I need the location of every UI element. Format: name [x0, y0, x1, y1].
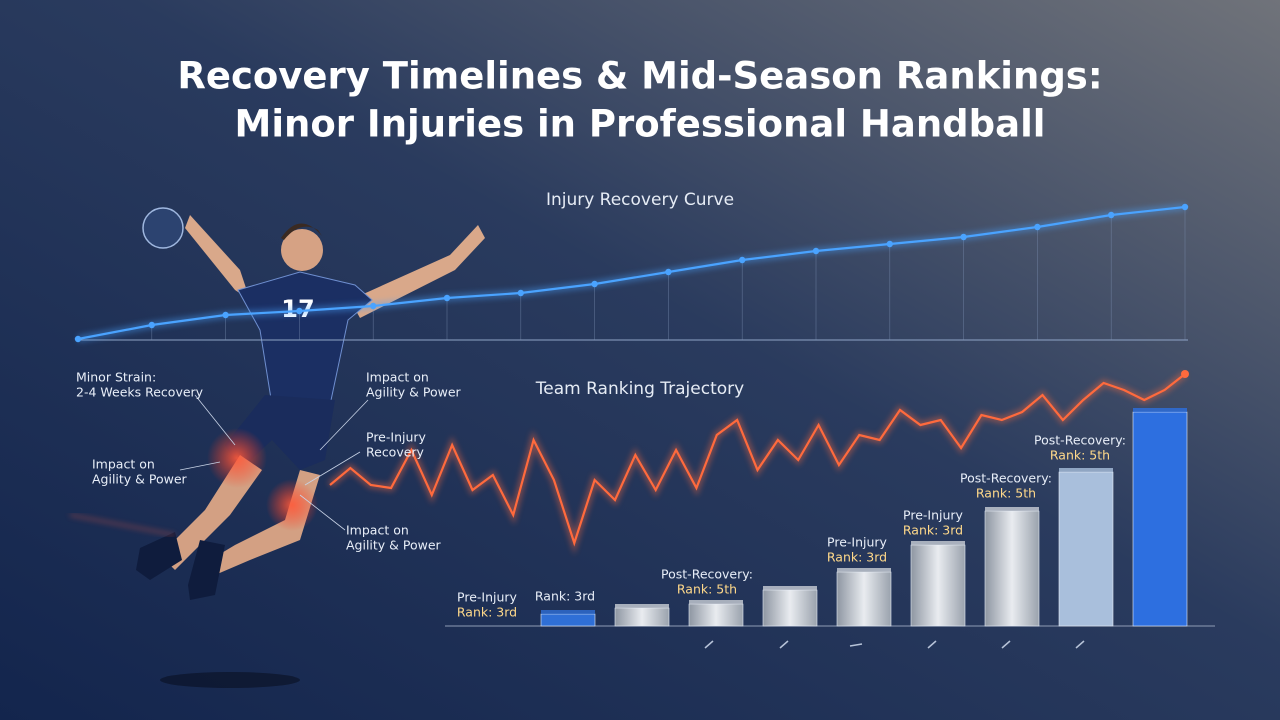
bar-top: [911, 541, 965, 545]
title-line: Minor Injuries in Professional Handball: [235, 103, 1046, 146]
injury-note: Agility & Power: [366, 385, 462, 400]
line: [77, 205, 1186, 341]
injury-note: Impact on: [346, 523, 409, 538]
bar-label: Rank: 5th: [976, 486, 1036, 501]
bar: [1058, 471, 1114, 627]
point: [960, 233, 967, 241]
bar-top: [1059, 468, 1113, 472]
point: [739, 256, 746, 264]
chart-title: Injury Recovery Curve: [546, 190, 734, 210]
bar-top: [837, 568, 891, 572]
point: [370, 302, 377, 310]
point: [1181, 370, 1189, 378]
bar-top: [541, 610, 595, 614]
point: [148, 321, 155, 329]
bar: [1132, 411, 1188, 627]
bar-label: Rank: 3rd: [457, 605, 517, 620]
bar: [984, 510, 1040, 627]
point: [517, 289, 524, 297]
bar: [614, 607, 670, 627]
point: [222, 311, 229, 319]
leader-lines: [179, 394, 369, 531]
point: [1034, 223, 1041, 231]
bar-label: Post-Recovery:: [1034, 433, 1126, 448]
point: [591, 280, 598, 288]
point: [443, 294, 451, 302]
bar: [540, 613, 596, 627]
point: [1108, 211, 1115, 219]
point: [665, 268, 672, 276]
title-line: Recovery Timelines & Mid-Season Rankings…: [177, 55, 1102, 98]
point: [296, 307, 303, 315]
bar-label: Post-Recovery:: [661, 567, 753, 582]
injury-note: Impact on: [366, 370, 429, 385]
point: [1181, 203, 1189, 211]
arrows: [704, 640, 1085, 649]
bar-top: [689, 600, 743, 604]
injury-note: Recovery: [366, 445, 425, 460]
line: [329, 373, 1186, 547]
chart-title: Team Ranking Trajectory: [535, 379, 744, 399]
bar-label: Pre-Injury: [457, 590, 518, 605]
bar-top: [615, 604, 669, 608]
bar-top: [985, 507, 1039, 511]
bar: [910, 544, 966, 627]
injury-note: Minor Strain:: [76, 370, 156, 385]
point: [812, 247, 820, 255]
bar-top: [1133, 408, 1187, 412]
injury-note: Agility & Power: [92, 472, 188, 487]
point: [74, 335, 82, 343]
bar: [762, 589, 818, 627]
point: [886, 240, 893, 248]
bar-top: [763, 586, 817, 590]
injury-note: Pre-Injury: [366, 430, 427, 445]
bar-label: Pre-Injury: [827, 535, 888, 550]
bar-label: Pre-Injury: [903, 508, 964, 523]
injury-note: 2-4 Weeks Recovery: [76, 385, 204, 400]
player: 17: [69, 207, 485, 688]
bar-label: Rank: 3rd: [827, 550, 887, 565]
injury-note: Impact on: [92, 457, 155, 472]
bar: [688, 603, 744, 627]
bar-label: Rank: 5th: [677, 582, 737, 597]
bar-label: Rank: 3rd: [535, 589, 595, 604]
bar-label: Rank: 3rd: [903, 523, 963, 538]
bar-label: Post-Recovery:: [960, 471, 1052, 486]
injury-note: Agility & Power: [346, 538, 442, 553]
bar-label: Rank: 5th: [1050, 448, 1110, 463]
bar: [836, 571, 892, 627]
